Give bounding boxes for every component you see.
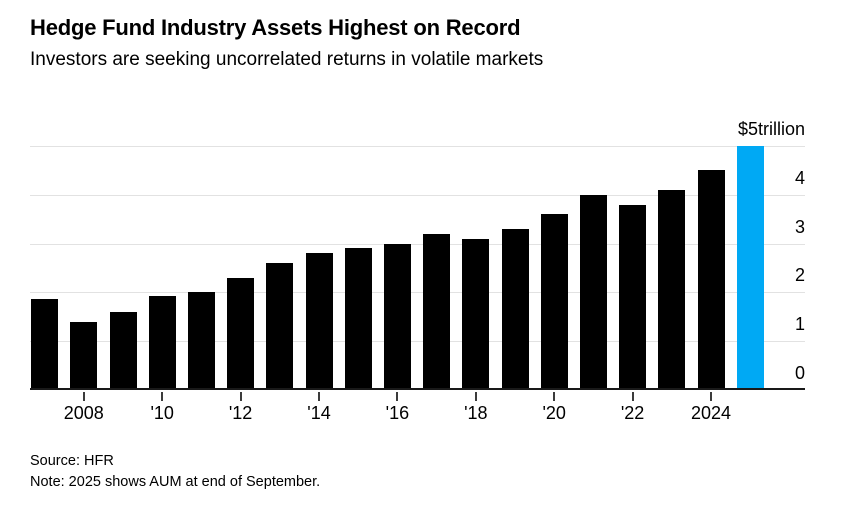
source-line: Source: HFR [30,453,114,469]
bar-2008 [70,321,98,390]
bar-2024 [697,170,725,390]
x-axis-baseline [30,388,805,390]
x-axis-tick [239,392,242,401]
x-axis-label: '10 [150,403,174,423]
gridline [30,146,805,147]
gridline [30,194,805,196]
x-axis-label: 2024 [690,403,732,423]
bar-2025 [736,146,764,390]
bar-2014 [305,253,333,390]
x-axis-tick [161,392,164,401]
y-axis-label: 4 [794,167,805,188]
bar-2013 [266,263,294,390]
gridline [30,243,805,245]
y-axis-label: $5trillion [737,119,805,139]
x-axis-tick [396,392,399,401]
x-axis-tick [82,392,85,401]
bar-2011 [187,292,215,390]
x-axis-label: 2008 [63,403,104,423]
bar-2012 [227,277,255,390]
x-axis-label: '22 [620,403,645,423]
x-axis-label: '12 [228,403,253,423]
x-axis-tick [710,392,712,401]
y-axis-label: 0 [794,363,805,383]
bar-2010 [148,296,176,390]
note-line: Note: 2025 shows AUM at end of September… [30,474,321,490]
gridline [30,341,805,343]
bar-2019 [501,228,529,390]
x-axis-label: '18 [464,403,488,423]
x-axis-tick [553,392,556,401]
y-axis-label: 1 [794,314,805,335]
x-axis-tick [631,392,634,401]
bar-2009 [109,311,137,390]
y-axis-label: 3 [794,216,805,237]
x-axis-tick [474,392,477,401]
y-axis-label: 2 [794,265,805,286]
gridline [30,292,805,294]
page-title: Hedge Fund Industry Assets Highest on Re… [30,15,521,40]
bar-2007 [31,298,59,390]
x-axis-label: '20 [542,403,566,423]
bar-2015 [344,248,372,390]
bar-2021 [579,194,607,390]
bar-2022 [619,204,647,390]
bar-2017 [423,233,451,390]
bar-2016 [383,243,411,390]
x-axis-label: '16 [385,403,410,423]
x-axis-tick [318,392,320,401]
bar-chart-plot-area: $5trillion 4 3 2 1 0 2008 '10 '12 '14 '16 '18 '20 '22… [30,119,805,423]
x-axis-label: '14 [307,403,331,423]
bar-2018 [462,238,490,390]
page-subtitle: Investors are seeking uncorrelated retur… [30,49,544,70]
chart-footer: Source: HFR Note: 2025 shows AUM at end … [30,451,320,493]
bar-2023 [658,189,686,390]
bar-2020 [540,214,568,390]
